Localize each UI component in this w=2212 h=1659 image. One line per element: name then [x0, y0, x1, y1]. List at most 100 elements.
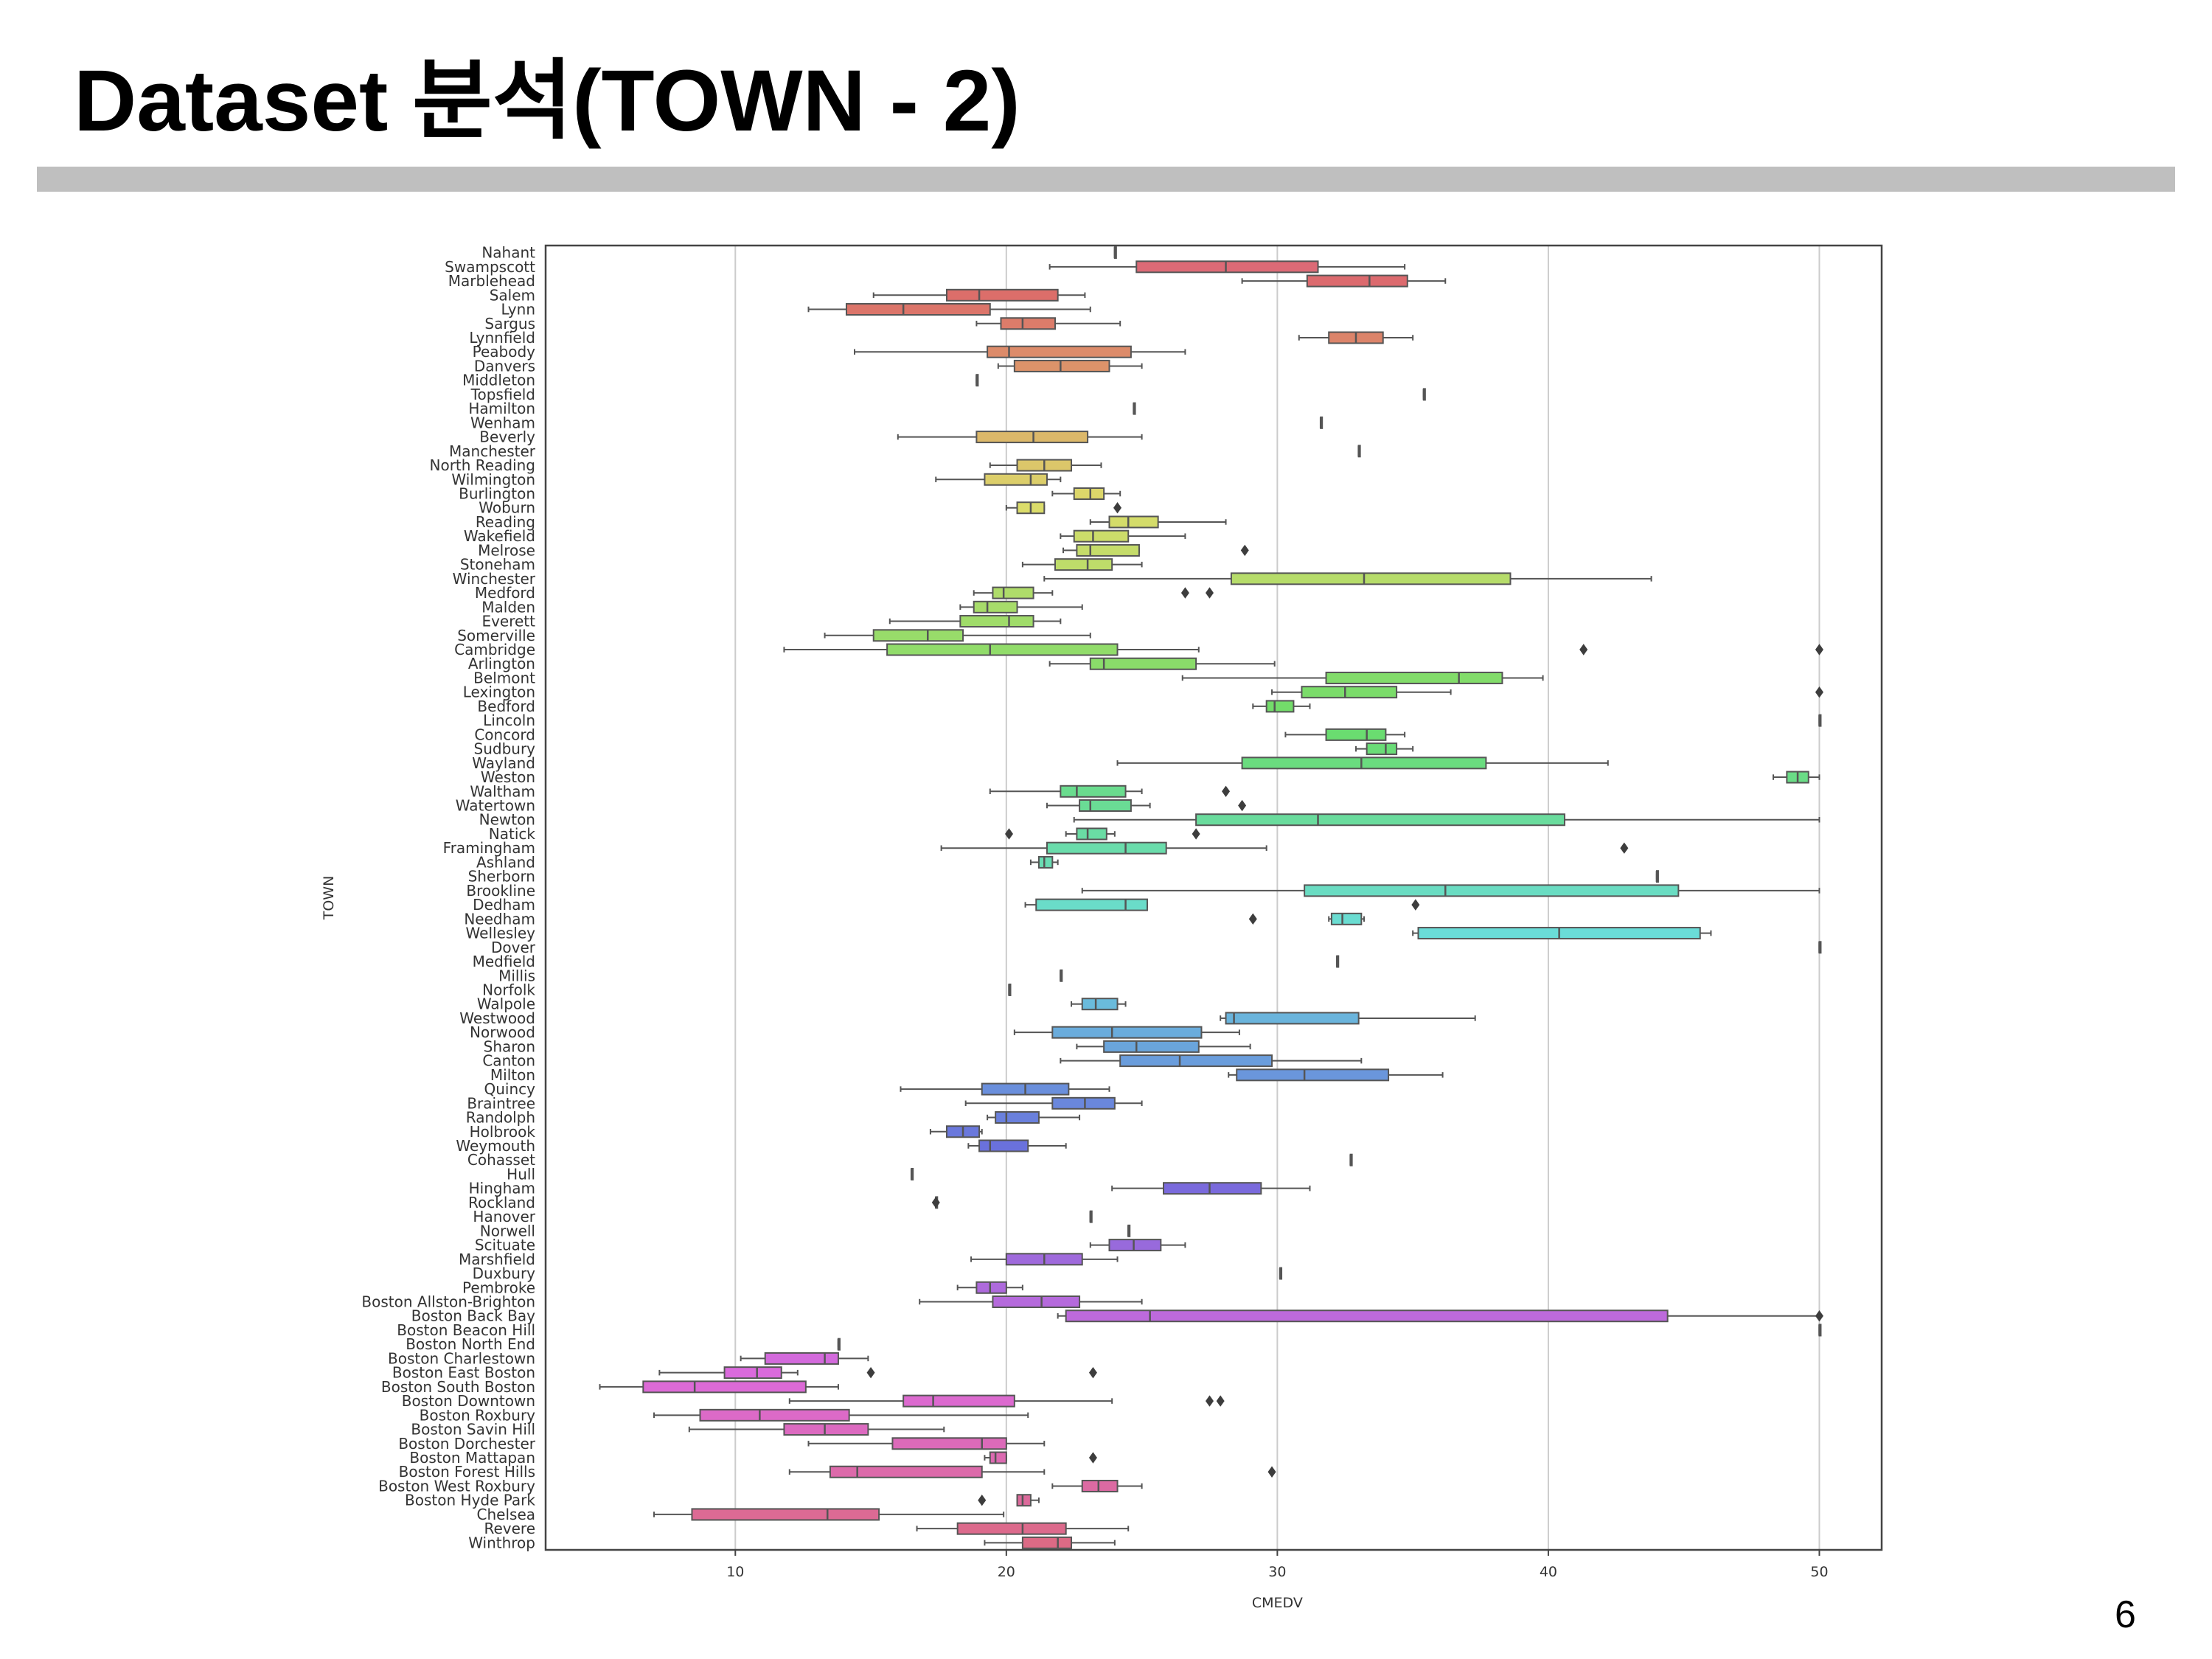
y-tick-label: Pembroke: [462, 1279, 535, 1296]
iqr-box: [1054, 558, 1113, 571]
iqr-box: [1051, 1026, 1203, 1039]
box-millis: [1060, 969, 1063, 982]
iqr-box: [1089, 657, 1197, 670]
box-wellesley: [1412, 927, 1712, 940]
title-divider: [37, 167, 2175, 192]
iqr-box: [1325, 671, 1503, 684]
box-boston-dorchester: [807, 1437, 1046, 1450]
box-brookline: [1081, 884, 1820, 897]
box-cohasset: [1349, 1153, 1353, 1166]
box-dedham: [1024, 898, 1420, 911]
outlier-point: [1205, 587, 1214, 599]
box-belmont: [1181, 671, 1544, 684]
outlier-point: [1815, 686, 1823, 698]
y-tick-label: Medford: [475, 584, 535, 602]
outlier-point: [1205, 1395, 1214, 1407]
iqr-box: [1306, 274, 1408, 288]
y-tick-label: Lynnfield: [469, 329, 535, 347]
box-melrose: [1062, 543, 1249, 557]
y-tick-label: Boston Dorchester: [398, 1435, 535, 1453]
box-framingham: [940, 841, 1629, 855]
box-boston-south-boston: [599, 1380, 839, 1394]
y-tick-label: Newton: [479, 811, 535, 829]
y-tick-label: Stoneham: [460, 556, 535, 574]
box-duxbury: [1279, 1267, 1283, 1280]
x-tick-label: 20: [998, 1564, 1015, 1580]
y-tick-label: Concord: [474, 726, 535, 743]
outlier-point: [1088, 1366, 1097, 1379]
iqr-box: [1265, 700, 1295, 713]
y-tick-label: Medfield: [473, 953, 535, 970]
y-tick-label: Braintree: [467, 1094, 535, 1112]
box-braintree: [964, 1096, 1143, 1110]
box-manchester: [1357, 445, 1361, 458]
x-tick-label: 10: [726, 1564, 744, 1580]
iqr-box: [995, 1111, 1040, 1124]
iqr-box: [1301, 686, 1398, 699]
y-tick-label: Beverly: [479, 428, 535, 446]
box-wilmington: [935, 473, 1062, 486]
box-lynnfield: [1298, 331, 1414, 344]
y-tick-label: Chelsea: [477, 1506, 535, 1523]
iqr-box: [989, 1451, 1007, 1464]
box-everett: [888, 615, 1062, 628]
iqr-box: [642, 1380, 807, 1394]
iqr-box: [1119, 1054, 1273, 1068]
iqr-box: [992, 1295, 1081, 1309]
y-tick-label: Boston Allston-Brighton: [361, 1293, 535, 1311]
box-wayland: [1116, 757, 1609, 770]
y-tick-label: Hull: [507, 1165, 535, 1183]
iqr-box: [845, 303, 991, 316]
y-tick-label: Melrose: [478, 541, 535, 559]
box-boston-mattapan: [984, 1451, 1097, 1464]
y-tick-label: Topsfield: [470, 386, 535, 403]
iqr-box: [1163, 1182, 1262, 1195]
y-tick-label: Needham: [464, 910, 535, 928]
y-tick-label: Salem: [490, 286, 535, 304]
iqr-box: [1325, 728, 1387, 741]
iqr-box: [1051, 1096, 1116, 1110]
iqr-box: [1037, 855, 1054, 869]
outlier-point: [1005, 828, 1014, 840]
iqr-box: [1065, 1310, 1669, 1323]
box-swampscott: [1048, 260, 1406, 274]
box-boston-west-roxbury: [1051, 1479, 1143, 1492]
y-tick-label: Brookline: [466, 882, 535, 900]
iqr-box: [902, 1394, 1015, 1408]
y-tick-label: Belmont: [473, 669, 535, 686]
box-burlington: [1051, 487, 1121, 500]
box-boston-downtown: [788, 1394, 1225, 1408]
iqr-box: [1236, 1068, 1390, 1082]
iqr-box: [959, 615, 1034, 628]
y-tick-label: Weymouth: [456, 1137, 535, 1155]
box-boston-hyde-park: [978, 1494, 1040, 1507]
y-tick-label: Everett: [481, 613, 535, 630]
y-tick-label: Manchester: [449, 442, 536, 460]
y-tick-label: Boston Downtown: [402, 1392, 535, 1410]
box-norwood: [1013, 1026, 1240, 1039]
y-tick-label: Marshfield: [459, 1251, 535, 1268]
box-concord: [1284, 728, 1406, 741]
box-stoneham: [1021, 558, 1143, 571]
box-danvers: [997, 359, 1143, 372]
iqr-box: [1073, 487, 1105, 500]
box-somerville: [824, 629, 1091, 642]
y-tick-label: Dedham: [473, 896, 535, 914]
iqr-box: [1103, 1040, 1200, 1053]
box-randolph: [987, 1111, 1081, 1124]
box-needham: [1248, 912, 1365, 925]
iqr-box: [1366, 742, 1398, 756]
box-holbrook: [929, 1125, 983, 1138]
box-newton: [1073, 813, 1820, 827]
box-westwood: [1220, 1012, 1476, 1025]
y-tick-label: Peabody: [473, 343, 536, 361]
y-tick-label: Arlington: [468, 655, 535, 672]
y-tick-label: Weston: [481, 768, 535, 786]
y-tick-label: Boston West Roxbury: [378, 1477, 535, 1495]
x-tick-label: 50: [1810, 1564, 1828, 1580]
y-tick-label: Boston Savin Hill: [411, 1421, 535, 1439]
box-canton: [1060, 1054, 1363, 1068]
box-natick: [1005, 827, 1200, 841]
box-quincy: [900, 1082, 1110, 1096]
outlier-point: [1240, 544, 1249, 557]
